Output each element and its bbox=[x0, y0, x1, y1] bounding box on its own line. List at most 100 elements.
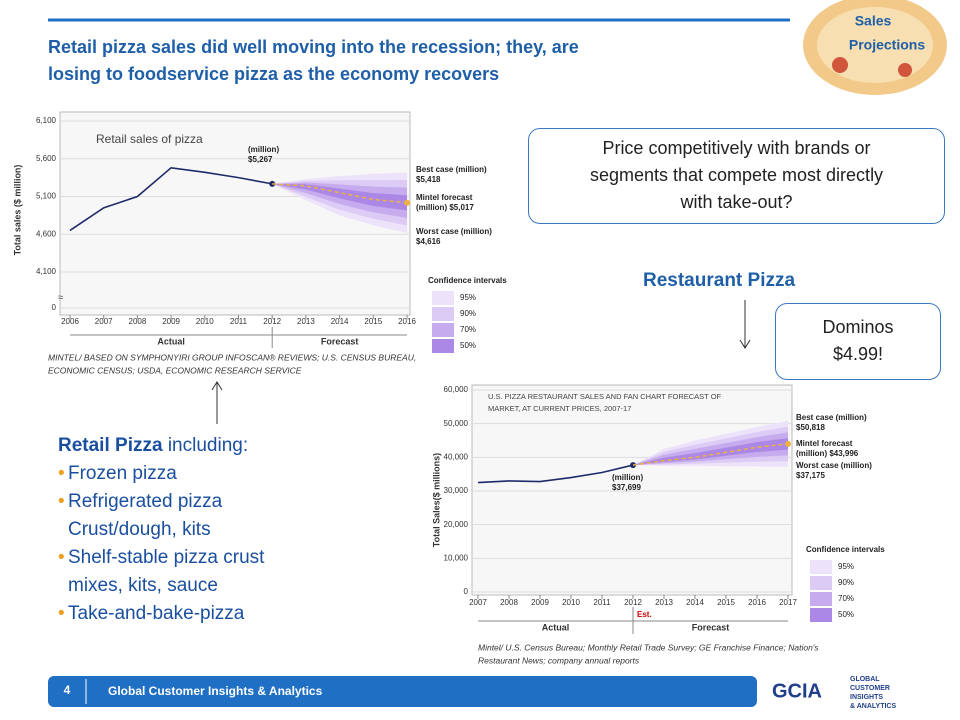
source-note: MINTEL/ BASED ON SYMPHONYIRI GROUP INFOS… bbox=[48, 352, 416, 362]
y-tick-label: 10,000 bbox=[444, 553, 469, 562]
annotation: $4,616 bbox=[416, 237, 441, 246]
legend-label: 90% bbox=[838, 578, 854, 587]
x-tick-label: 2007 bbox=[95, 317, 113, 326]
x-tick-label: 2014 bbox=[686, 598, 704, 607]
footer-text: Global Customer Insights & Analytics bbox=[108, 684, 323, 698]
annotation: (million) bbox=[248, 145, 279, 154]
bullet bbox=[58, 572, 68, 600]
title-line: losing to foodservice pizza as the econo… bbox=[48, 64, 500, 84]
footer-bar bbox=[48, 676, 757, 707]
list-heading: Retail Pizza including: bbox=[58, 432, 264, 460]
series-line bbox=[477, 464, 634, 484]
source-note: Mintel/ U.S. Census Bureau; Monthly Reta… bbox=[478, 642, 819, 652]
x-tick-label: 2008 bbox=[500, 598, 518, 607]
est-label: Est. bbox=[637, 610, 652, 619]
x-tick-label: 2009 bbox=[162, 317, 180, 326]
y-tick-label: 4,600 bbox=[36, 229, 57, 238]
page-number: 4 bbox=[64, 683, 71, 697]
list-text: Take-and-bake-pizza bbox=[68, 603, 245, 624]
y-tick-label: 5,100 bbox=[36, 192, 57, 201]
chart-title: MARKET, AT CURRENT PRICES, 2007-17 bbox=[488, 404, 631, 413]
logo-box bbox=[765, 672, 945, 712]
x-tick-label: 2006 bbox=[61, 317, 79, 326]
pepperoni bbox=[898, 63, 912, 77]
legend-title: Confidence intervals bbox=[806, 545, 885, 554]
legend-swatch bbox=[432, 307, 454, 321]
legend-swatch bbox=[432, 291, 454, 305]
legend-title: Confidence intervals bbox=[428, 276, 507, 285]
annotation: (million) bbox=[612, 473, 643, 482]
x-tick-label: 2007 bbox=[469, 598, 487, 607]
group-label: Forecast bbox=[321, 336, 359, 346]
x-tick-label: 2017 bbox=[779, 598, 797, 607]
x-tick-label: 2013 bbox=[297, 317, 315, 326]
y-tick-label: 50,000 bbox=[444, 419, 469, 428]
x-tick-label: 2010 bbox=[562, 598, 580, 607]
dominos-box: Dominos $4.99! bbox=[775, 303, 941, 380]
legend-swatch bbox=[810, 608, 832, 622]
annotation: $5,267 bbox=[248, 155, 273, 164]
x-tick-label: 2011 bbox=[230, 317, 248, 326]
list-text: Frozen pizza bbox=[68, 463, 177, 484]
annotation: (million) $43,996 bbox=[796, 449, 859, 458]
logo-sub: GLOBAL bbox=[850, 676, 880, 683]
list-item: • Frozen pizza bbox=[58, 460, 264, 488]
y-tick-label: 60,000 bbox=[444, 385, 469, 394]
heading-bold: Retail Pizza bbox=[58, 435, 163, 456]
legend-swatch bbox=[432, 323, 454, 337]
list-text: mixes, kits, sauce bbox=[68, 575, 218, 596]
annotation: Worst case (million) bbox=[796, 461, 872, 470]
dominos-line: Dominos bbox=[822, 317, 894, 337]
callout-line: segments that compete most directly bbox=[589, 165, 884, 185]
bullet: • bbox=[58, 463, 65, 484]
list-item: • Refrigerated pizza bbox=[58, 488, 264, 516]
legend-label: 95% bbox=[838, 562, 854, 571]
y-axis-label: Total Sales($ millions) bbox=[431, 453, 441, 547]
legend-label: 95% bbox=[460, 293, 476, 302]
annotation: Mintel forecast bbox=[796, 439, 853, 448]
logo: GCIA bbox=[772, 680, 822, 702]
x-tick-label: 2012 bbox=[263, 317, 281, 326]
list-text: Shelf-stable pizza crust bbox=[68, 547, 265, 568]
y-tick-label: 30,000 bbox=[444, 486, 469, 495]
list-item: • Shelf-stable pizza crust bbox=[58, 544, 264, 572]
source-note: ECONOMIC CENSUS; USDA, ECONOMIC RESEARCH… bbox=[48, 365, 302, 375]
bullet bbox=[58, 516, 68, 544]
legend-swatch bbox=[432, 339, 454, 353]
y-tick-label: 4,100 bbox=[36, 267, 57, 276]
annotation: $37,175 bbox=[796, 471, 825, 480]
restaurant-heading: Restaurant Pizza bbox=[643, 270, 796, 291]
x-tick-label: 2009 bbox=[531, 598, 549, 607]
y-tick-label: 5,600 bbox=[36, 154, 57, 163]
series-line bbox=[272, 183, 408, 204]
list-text: Crust/dough, kits bbox=[68, 519, 211, 540]
series-line bbox=[69, 166, 273, 232]
y-tick-label: 20,000 bbox=[444, 520, 469, 529]
list-item: mixes, kits, sauce bbox=[58, 572, 264, 600]
legend-swatch bbox=[810, 576, 832, 590]
logo-sub: INSIGHTS bbox=[850, 694, 883, 701]
y-tick-label: 6,100 bbox=[36, 116, 57, 125]
annotation: Mintel forecast bbox=[416, 193, 473, 202]
annotation: (million) $5,017 bbox=[416, 203, 474, 212]
legend-label: 90% bbox=[460, 309, 476, 318]
callout-line: Price competitively with brands or bbox=[602, 138, 871, 158]
list-items: • Frozen pizza • Refrigerated pizza Crust/do… bbox=[58, 460, 264, 628]
retail-list: Retail Pizza including: • Frozen pizza • Re… bbox=[58, 432, 264, 628]
callout-line: with take-out? bbox=[680, 192, 793, 212]
x-tick-label: 2016 bbox=[398, 317, 416, 326]
x-tick-label: 2011 bbox=[593, 598, 611, 607]
bullet: • bbox=[58, 491, 65, 512]
x-tick-label: 2013 bbox=[655, 598, 673, 607]
y-axis-label: Total sales ($ million) bbox=[12, 165, 22, 256]
annotation: $50,818 bbox=[796, 423, 825, 432]
fan-band bbox=[272, 183, 407, 211]
x-tick-label: 2012 bbox=[624, 598, 642, 607]
legend-label: 70% bbox=[838, 594, 854, 603]
legend-label: 50% bbox=[838, 610, 854, 619]
fan-band bbox=[633, 438, 788, 466]
fan-band bbox=[272, 182, 407, 218]
annotation: Best case (million) bbox=[416, 165, 487, 174]
group-label: Actual bbox=[157, 336, 185, 346]
